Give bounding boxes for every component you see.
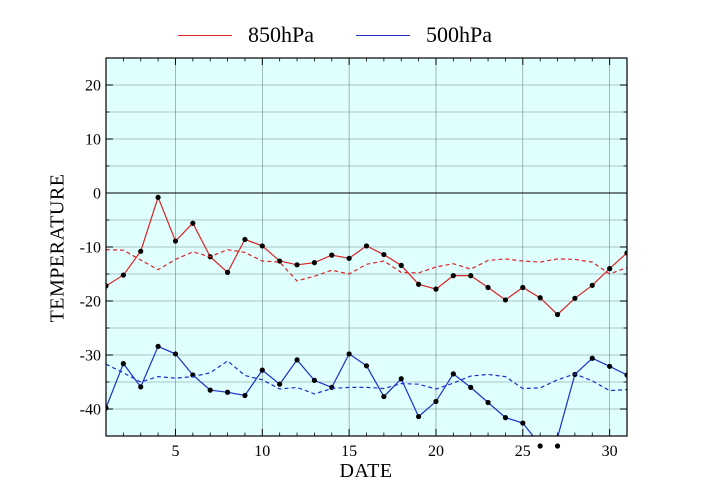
data-point [363,363,370,369]
y-tick-label: -30 [80,348,101,365]
data-point [433,286,439,292]
data-point [416,281,422,287]
ticks: 5 10 15 20 25 30 20 10 0 -10 -20 -30 -40 [80,57,628,460]
data-point [485,399,491,406]
data-point [589,355,595,361]
data-point [346,255,352,261]
data-point [450,371,456,377]
data-point [155,194,161,200]
data-point [311,377,317,383]
data-point [155,343,161,349]
data-point [120,361,126,367]
data-point [294,262,300,268]
series-layer [106,194,627,436]
data-point [398,376,404,382]
data-point [624,250,627,256]
x-tick-label: 15 [341,443,357,460]
x-axis-title: DATE [339,460,393,482]
x-tick-label: 20 [428,443,444,460]
legend-swatch-500hpa [356,34,410,36]
data-point [520,420,526,426]
data-point [294,357,300,363]
data-point [554,311,561,318]
data-point [485,284,491,291]
data-point [607,363,613,369]
y-axis-title: TEMPERATURE [46,173,69,323]
series-line-3 [106,360,627,395]
legend: 850hPa 500hPa [0,20,702,50]
data-point [277,258,283,264]
y-tick-label: -40 [80,402,101,419]
data-point [329,252,335,258]
data-point [224,269,231,275]
data-point [138,384,144,390]
data-point [207,387,213,393]
x-tick-label: 25 [515,443,531,460]
legend-item-500hpa: 500hPa [356,20,492,50]
data-point [329,384,335,390]
out-of-range-marker [537,443,543,449]
data-point [242,392,248,399]
data-point [224,389,231,395]
data-point [190,220,196,226]
data-point [624,372,627,378]
y-tick-label: -10 [80,240,101,257]
data-point [572,295,578,301]
data-point [381,393,387,400]
legend-item-850hpa: 850hPa [178,20,314,50]
data-point [416,413,422,420]
data-point [468,273,474,279]
data-point [277,381,283,387]
data-point [138,248,144,254]
data-point [346,351,352,357]
data-point [259,243,265,249]
legend-label-500hpa: 500hPa [426,22,492,47]
legend-label-850hpa: 850hPa [248,22,314,47]
data-point [607,266,613,272]
data-point [259,367,265,373]
y-tick-label: 20 [85,78,101,95]
data-point [520,284,526,291]
data-point [502,415,509,421]
y-tick-label: 10 [85,132,101,149]
data-point [120,272,126,278]
y-tick-label: 0 [93,186,101,203]
data-point [242,236,248,243]
data-point [398,262,404,268]
data-point [381,251,387,258]
out-of-range-marker [554,443,561,449]
series-line-2 [106,249,627,282]
data-point [106,283,109,289]
x-tick-label: 30 [602,443,618,460]
data-point [502,297,509,303]
data-point [311,260,317,266]
x-tick-label: 5 [171,443,179,460]
data-point [537,295,543,301]
x-tick-label: 10 [254,443,270,460]
data-point [589,282,595,288]
data-point [433,398,439,405]
legend-swatch-850hpa [178,34,232,36]
y-tick-label: -20 [80,294,101,311]
data-point [172,238,179,244]
data-point [468,384,474,390]
data-point [450,273,456,279]
data-point [172,351,179,357]
data-point [363,243,370,249]
